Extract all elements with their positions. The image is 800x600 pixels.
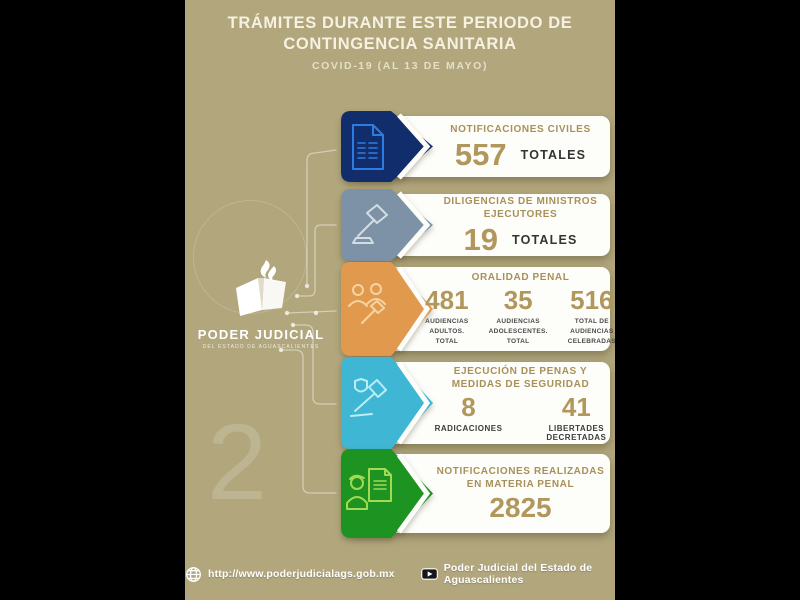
person-document-icon	[346, 468, 392, 510]
stat-audiencias-adultos: 481 AUDIENCIAS ADULTOS. TOTAL	[425, 287, 468, 346]
card-ejecucion-penas: EJECUCIÓN DE PENAS Y MEDIDAS DE SEGURIDA…	[337, 357, 610, 449]
stat-label: RADICACIONES	[434, 423, 503, 433]
page-title: TRÁMITES DURANTE ESTE PERIODO DE CONTING…	[227, 14, 573, 54]
document-icon	[352, 124, 384, 170]
channel-name: Poder Judicial del Estado de Aguascalien…	[443, 562, 593, 586]
stat-row: 2825	[489, 494, 551, 522]
open-book-flame-icon	[236, 260, 286, 316]
ring-watermark	[193, 200, 307, 314]
stat-value: 2825	[489, 492, 552, 523]
card-tile	[341, 189, 433, 261]
logo-subtitle: DEL ESTADO DE AGUASCALIENTES	[202, 344, 320, 350]
stat-label: AUDIENCIAS ADULTOS. TOTAL	[425, 318, 469, 345]
stat-row: 19 TOTALES	[463, 224, 577, 255]
stat-audiencias-adolescentes: 35 AUDIENCIAS ADOLESCENTES. TOTAL	[489, 287, 548, 346]
page-subtitle: COVID-19 (AL 13 DE MAYO)	[311, 60, 489, 73]
card-diligencias-ministros: DILIGENCIAS DE MINISTROS EJECUTORES 19 T…	[337, 189, 610, 261]
poder-judicial-logo: PODER JUDICIAL DEL ESTADO DE AGUASCALIEN…	[185, 258, 337, 350]
card-tile	[341, 111, 433, 182]
website-url: http://www.poderjudicialags.gob.mx	[208, 568, 395, 580]
website-item: http://www.poderjudicialags.gob.mx	[185, 566, 395, 583]
people-gavel-icon	[348, 283, 386, 324]
logo-name: PODER JUDICIAL	[197, 327, 325, 342]
stat-row: 557 TOTALES	[455, 139, 586, 170]
play-button-icon	[420, 568, 438, 580]
stat-label: TOTAL DE AUDIENCIAS CELEBRADAS	[567, 318, 615, 345]
number-watermark: 2	[207, 401, 268, 522]
stat-radicaciones: 8 RADICACIONES	[435, 394, 503, 433]
header: TRÁMITES DURANTE ESTE PERIODO DE CONTING…	[185, 13, 615, 72]
stat-label: AUDIENCIAS ADOLESCENTES. TOTAL	[488, 318, 548, 345]
card-tile	[341, 449, 433, 538]
stat-label: TOTALES	[520, 147, 587, 162]
card-notificaciones-civiles: NOTIFICACIONES CIVILES 557 TOTALES	[337, 111, 610, 182]
card-oralidad-penal: ORALIDAD PENAL 481 AUDIENCIAS ADULTOS. T…	[337, 262, 615, 356]
infographic-poster: 2 TRÁMITES DURANTE ESTE PERIODO DE CONTI…	[185, 0, 615, 600]
stat-label: LIBERTADES DECRETADAS	[546, 423, 607, 442]
stat-value: 516	[570, 285, 614, 316]
channel-item: Poder Judicial del Estado de Aguascalien…	[420, 562, 615, 586]
shield-gavel-icon	[350, 378, 387, 417]
card-title: NOTIFICACIONES REALIZADAS EN MATERIA PEN…	[436, 466, 605, 490]
stat-libertades: 41 LIBERTADES DECRETADAS	[546, 394, 606, 442]
card-title: NOTIFICACIONES CIVILES	[450, 124, 591, 135]
stat-value: 481	[425, 285, 469, 316]
card-title: ORALIDAD PENAL	[471, 272, 570, 284]
stat-value: 8	[461, 391, 476, 422]
gavel-icon	[352, 204, 388, 244]
card-title: EJECUCIÓN DE PENAS Y MEDIDAS DE SEGURIDA…	[451, 365, 590, 390]
stat-value: 557	[454, 137, 507, 172]
stat-row: 8 RADICACIONES 41 LIBERTADES DECRETADAS	[435, 394, 607, 442]
stat-row: 481 AUDIENCIAS ADULTOS. TOTAL 35 AUDIENC…	[425, 287, 615, 346]
card-title: DILIGENCIAS DE MINISTROS EJECUTORES	[443, 196, 598, 220]
stat-total-audiencias: 516 TOTAL DE AUDIENCIAS CELEBRADAS	[568, 287, 615, 346]
card-notificaciones-penal: NOTIFICACIONES REALIZADAS EN MATERIA PEN…	[337, 449, 610, 538]
card-tile	[341, 262, 433, 356]
globe-icon	[186, 566, 201, 582]
stat-label: TOTALES	[511, 232, 578, 247]
stat-value: 41	[561, 391, 591, 422]
card-tile	[341, 357, 433, 449]
footer: http://www.poderjudicialags.gob.mx Poder…	[185, 562, 615, 586]
stat-value: 35	[503, 285, 533, 316]
stat-value: 19	[463, 222, 498, 257]
